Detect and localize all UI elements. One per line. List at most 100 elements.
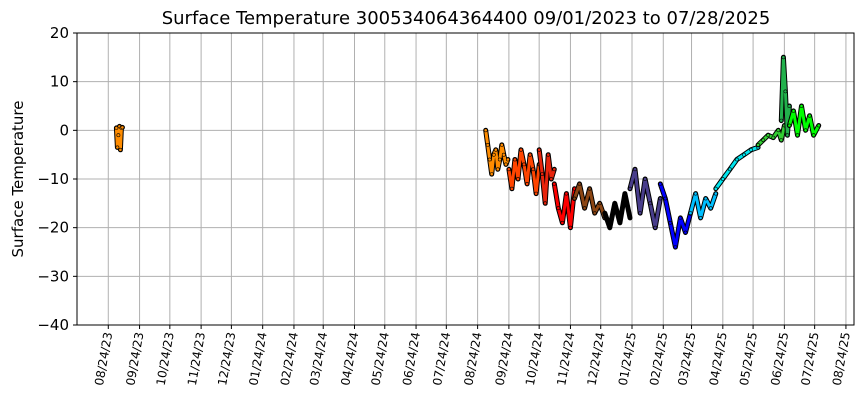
data-point <box>693 191 698 196</box>
x-axis-ticks: 08/24/23 09/24/23 10/24/23 11/24/23 12/24/23… <box>92 325 853 387</box>
data-point <box>540 172 545 177</box>
data-point <box>643 177 648 181</box>
x-tick-label: 08/24/24 <box>461 331 484 387</box>
data-point <box>713 186 718 191</box>
data-point <box>115 145 120 150</box>
data-point <box>787 104 792 108</box>
data-point <box>791 109 796 113</box>
data-point <box>587 186 592 191</box>
x-tick-label: 05/24/24 <box>369 331 392 387</box>
data-point <box>771 135 776 140</box>
data-point <box>602 211 607 216</box>
data-point <box>537 147 542 152</box>
data-point <box>668 220 673 225</box>
data-point <box>785 133 790 138</box>
x-tick-label: 02/24/25 <box>647 331 670 387</box>
x-tick-label: 08/24/25 <box>830 331 853 387</box>
data-point <box>678 215 683 220</box>
y-tick-label: 20 <box>50 24 69 42</box>
data-point <box>807 113 812 118</box>
data-point <box>582 206 587 211</box>
data-point <box>506 167 511 172</box>
data-point <box>816 123 821 128</box>
data-point <box>628 215 632 220</box>
data-point <box>713 191 718 196</box>
x-tick-label: 09/24/23 <box>123 331 146 387</box>
data-point <box>749 147 754 152</box>
data-point <box>781 55 786 60</box>
data-point <box>525 181 530 186</box>
data-point <box>597 201 602 206</box>
data-point <box>735 157 739 162</box>
data-point <box>552 167 557 172</box>
data-point <box>556 206 561 211</box>
data-point <box>491 152 496 157</box>
x-tick-label: 10/24/24 <box>523 331 546 387</box>
data-point <box>118 147 123 152</box>
x-tick-label: 07/24/25 <box>798 331 821 387</box>
x-tick-label: 03/24/25 <box>675 331 698 387</box>
data-point <box>516 177 520 181</box>
data-point <box>534 191 539 196</box>
data-point <box>761 138 766 143</box>
data-point <box>487 157 492 162</box>
data-point <box>522 162 526 167</box>
x-tick-label: 03/24/24 <box>307 331 330 387</box>
data-point <box>633 167 637 172</box>
data-point <box>688 211 693 216</box>
y-tick-label: 10 <box>50 73 69 91</box>
data-point <box>116 133 121 138</box>
data-point <box>499 142 504 147</box>
data-point <box>509 186 514 191</box>
y-tick-label: −10 <box>37 170 69 188</box>
data-point <box>519 147 523 152</box>
data-point <box>628 186 632 191</box>
x-tick-label: 01/24/25 <box>616 331 639 387</box>
x-tick-label: 04/24/24 <box>338 331 361 387</box>
data-point <box>742 152 746 157</box>
series-outline <box>713 144 761 192</box>
data-point <box>658 181 663 186</box>
data-point <box>779 118 784 123</box>
series-layer <box>113 54 822 250</box>
data-point <box>503 162 508 167</box>
data-point <box>497 157 502 162</box>
data-point <box>612 201 617 206</box>
data-point <box>543 201 548 206</box>
data-point <box>720 177 725 181</box>
data-point <box>623 191 627 196</box>
y-tick-label: 0 <box>59 121 69 139</box>
data-point <box>483 128 488 133</box>
chart-title: Surface Temperature 300534064364400 09/0… <box>162 8 771 29</box>
data-point <box>607 225 612 230</box>
data-point <box>779 138 784 143</box>
data-point <box>549 177 554 181</box>
x-tick-label: 01/24/24 <box>246 331 269 387</box>
data-point <box>485 142 490 147</box>
data-point <box>568 225 573 230</box>
x-tick-label: 06/24/24 <box>400 331 423 387</box>
data-point <box>564 191 569 196</box>
data-point <box>787 123 792 128</box>
x-tick-label: 11/24/24 <box>554 331 577 387</box>
data-point <box>653 225 658 230</box>
data-point <box>698 215 703 220</box>
data-point <box>708 206 713 211</box>
data-point <box>756 142 761 147</box>
data-point <box>663 196 668 201</box>
data-point <box>776 128 781 133</box>
x-tick-label: 08/24/23 <box>92 331 115 387</box>
x-tick-label: 10/24/23 <box>154 331 177 387</box>
y-tick-label: −40 <box>37 316 69 334</box>
x-tick-label: 11/24/23 <box>185 331 208 387</box>
data-point <box>638 211 643 216</box>
series-line <box>689 192 718 220</box>
x-tick-label: 05/24/25 <box>737 331 760 387</box>
data-point <box>766 133 771 138</box>
series-line <box>552 182 576 230</box>
data-point <box>493 147 498 152</box>
data-point <box>592 211 597 216</box>
data-point <box>618 220 622 225</box>
data-point <box>703 196 708 201</box>
